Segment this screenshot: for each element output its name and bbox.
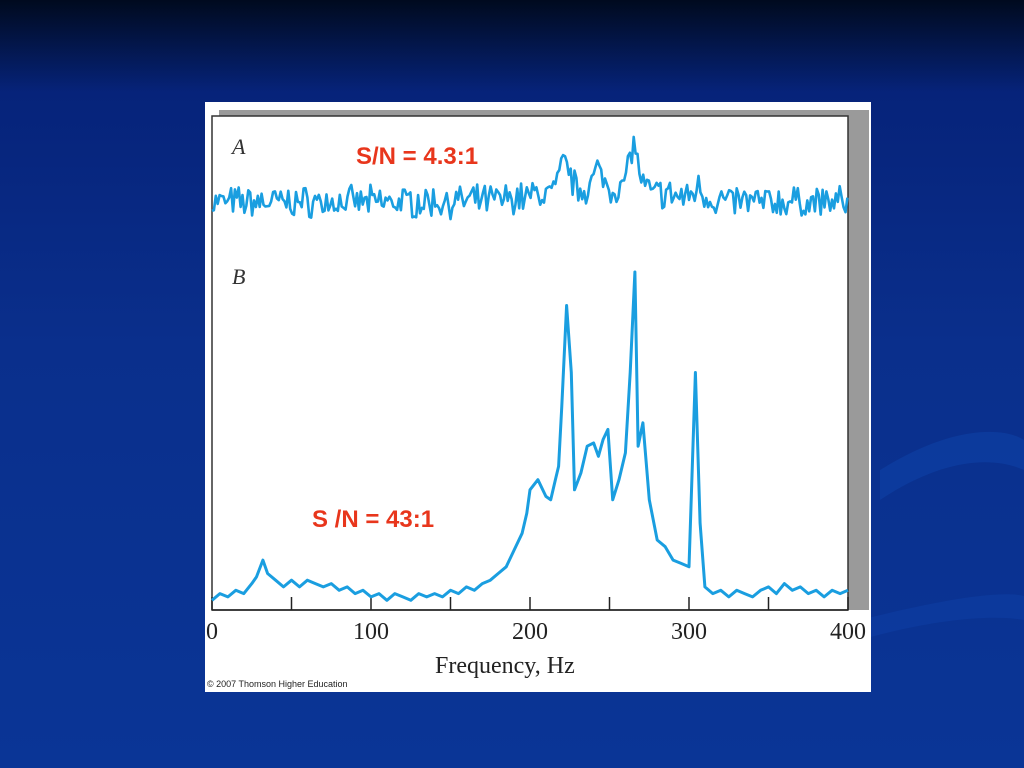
x-tick-label-200: 200 <box>512 619 548 645</box>
panel-a-snr-annotation: S/N = 4.3:1 <box>356 143 479 170</box>
spectrum-plot <box>211 110 869 611</box>
panel-a-trace <box>211 135 849 221</box>
copyright-notice: © 2007 Thomson Higher Education <box>207 679 348 689</box>
panel-b-label: B <box>232 264 246 289</box>
x-tick-label-300: 300 <box>671 619 707 645</box>
x-tick-label-100: 100 <box>353 619 389 645</box>
spectrum-figure: A S/N = 4.3:1 B S /N = 43:1 0 100 200 30… <box>205 102 871 692</box>
panel-b-snr-annotation: S /N = 43:1 <box>312 506 435 533</box>
plot-frame <box>211 115 849 611</box>
panel-b-trace <box>211 270 849 602</box>
panel-a-label: A <box>232 134 246 159</box>
x-axis-label: Frequency, Hz <box>435 653 575 679</box>
x-tick-label-400: 400 <box>830 619 866 645</box>
x-tick-label-0: 0 <box>206 619 218 645</box>
